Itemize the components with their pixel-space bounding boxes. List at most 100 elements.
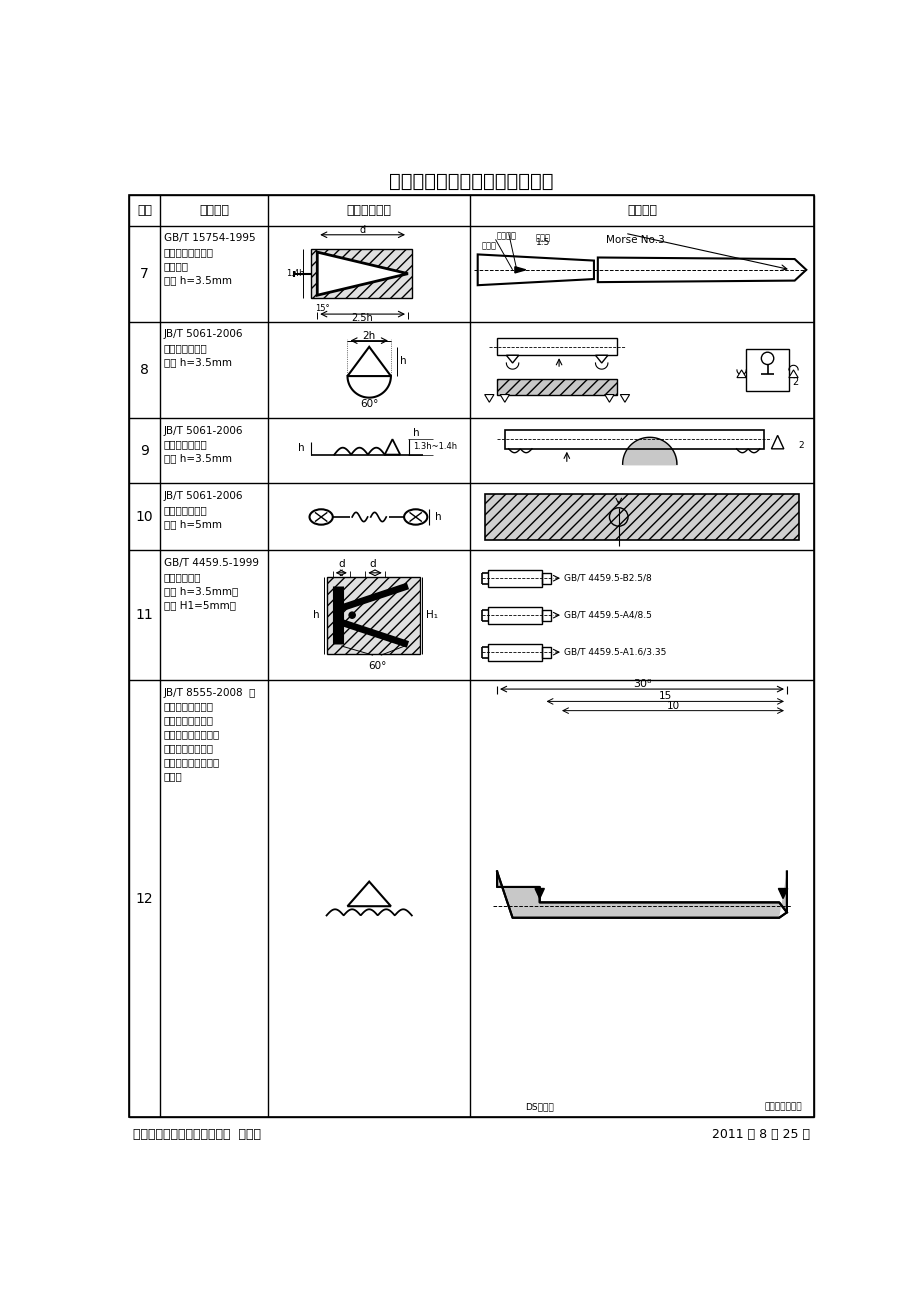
Text: DS测量点: DS测量点	[525, 1101, 553, 1111]
Text: 7: 7	[140, 267, 149, 281]
Polygon shape	[384, 439, 400, 454]
Text: 符号。可随图形进行: 符号。可随图形进行	[164, 756, 220, 767]
Text: 辅助支撑符号。: 辅助支撑符号。	[164, 505, 208, 516]
Text: 法。粗糙度符号的三: 法。粗糙度符号的三	[164, 729, 220, 740]
Text: 高度 h=5mm: 高度 h=5mm	[164, 519, 221, 529]
Text: 高度 h=3.5mm；: 高度 h=3.5mm；	[164, 586, 238, 596]
Bar	[487, 607, 541, 624]
Text: GB/T 4459.5-1999: GB/T 4459.5-1999	[164, 559, 258, 568]
Text: 定位支撑符号。: 定位支撑符号。	[164, 344, 208, 353]
Text: 件图样上的表示方: 件图样上的表示方	[164, 715, 213, 725]
Circle shape	[348, 612, 355, 618]
Text: 应用示例: 应用示例	[627, 203, 656, 216]
Text: h: h	[298, 444, 304, 453]
Text: h: h	[435, 512, 441, 522]
Text: 9: 9	[140, 444, 149, 458]
Text: JB/T 5061-2006: JB/T 5061-2006	[164, 329, 243, 340]
Text: 1:5: 1:5	[535, 238, 550, 247]
Text: JB/T 8555-2008  热: JB/T 8555-2008 热	[164, 687, 255, 698]
Text: 2: 2	[792, 378, 798, 387]
Text: GB/T 4459.5-B2.5/8: GB/T 4459.5-B2.5/8	[564, 574, 652, 583]
Text: 辅助支撑符号。: 辅助支撑符号。	[164, 440, 208, 449]
Text: GB/T 4459.5-A1.6/3.35: GB/T 4459.5-A1.6/3.35	[564, 647, 666, 656]
Text: 锥度符号或莫氏锥: 锥度符号或莫氏锥	[164, 247, 213, 256]
Text: 细引线: 细引线	[481, 241, 496, 250]
Polygon shape	[484, 395, 494, 402]
Text: 60°: 60°	[359, 398, 378, 409]
Bar	[505, 430, 763, 449]
Text: h: h	[413, 427, 420, 437]
Text: 度注法。: 度注法。	[164, 260, 188, 271]
Text: 表面硬度测量点: 表面硬度测量点	[764, 1101, 801, 1111]
Text: 1.3h~1.4h: 1.3h~1.4h	[413, 443, 457, 452]
Text: 角形部分为测量点: 角形部分为测量点	[164, 743, 213, 753]
Bar	[496, 379, 617, 395]
Bar	[541, 609, 550, 621]
Text: 10: 10	[135, 510, 153, 523]
Bar	[326, 577, 419, 654]
Text: 1.4h: 1.4h	[286, 270, 304, 279]
Text: 10: 10	[665, 700, 679, 711]
Bar	[541, 573, 550, 583]
Bar	[487, 643, 541, 660]
Text: h: h	[312, 611, 320, 620]
Ellipse shape	[403, 509, 426, 525]
Polygon shape	[619, 395, 629, 402]
Text: Morse No.3: Morse No.3	[605, 234, 664, 245]
Text: 高度 h=3.5mm: 高度 h=3.5mm	[164, 453, 232, 464]
Polygon shape	[505, 355, 518, 363]
Bar	[496, 339, 617, 355]
Polygon shape	[788, 370, 798, 378]
Text: 15: 15	[658, 691, 671, 702]
Text: 11: 11	[135, 608, 153, 622]
Text: 基准线: 基准线	[535, 233, 550, 242]
Bar	[311, 249, 412, 298]
Text: 2011 年 8 月 25 日: 2011 年 8 月 25 日	[711, 1128, 810, 1141]
Polygon shape	[771, 435, 783, 449]
Text: 12: 12	[135, 892, 153, 905]
Bar	[745, 349, 788, 391]
Text: 60°: 60°	[368, 661, 386, 672]
Text: 符号名称: 符号名称	[199, 203, 229, 216]
Text: JB/T 5061-2006: JB/T 5061-2006	[164, 426, 243, 436]
Polygon shape	[347, 346, 391, 376]
Text: d: d	[359, 225, 365, 236]
Polygon shape	[347, 881, 391, 906]
Text: 高度 H1=5mm。: 高度 H1=5mm。	[164, 600, 235, 609]
Text: 15°: 15°	[314, 305, 329, 314]
Text: 机械制图尺寸标注常用标准符号: 机械制图尺寸标注常用标准符号	[389, 172, 553, 191]
Text: 2: 2	[797, 441, 803, 450]
Text: GB/T 4459.5-A4/8.5: GB/T 4459.5-A4/8.5	[564, 611, 652, 620]
Text: 高度 h=3.5mm: 高度 h=3.5mm	[164, 275, 232, 285]
Text: GB/T 15754-1995: GB/T 15754-1995	[164, 233, 255, 243]
Bar	[541, 647, 550, 658]
Text: 汇编人：质管办标准化管理员  郑家贵: 汇编人：质管办标准化管理员 郑家贵	[132, 1128, 261, 1141]
Text: 中心孔符号。: 中心孔符号。	[164, 572, 201, 582]
Polygon shape	[515, 267, 525, 273]
Text: d: d	[338, 559, 345, 569]
Polygon shape	[535, 888, 544, 898]
Text: 2h: 2h	[362, 331, 376, 341]
Bar	[487, 570, 541, 587]
Bar	[485, 493, 798, 540]
Text: 序号: 序号	[137, 203, 152, 216]
Text: H₁: H₁	[425, 611, 437, 620]
Polygon shape	[500, 395, 509, 402]
Text: JB/T 5061-2006: JB/T 5061-2006	[164, 491, 243, 501]
Text: h: h	[400, 357, 406, 366]
Polygon shape	[595, 355, 607, 363]
Ellipse shape	[309, 509, 333, 525]
Text: 30⁸: 30⁸	[632, 680, 651, 689]
Text: d: d	[369, 559, 376, 569]
Text: 8: 8	[140, 363, 149, 376]
Text: 缩放。: 缩放。	[164, 771, 182, 781]
Text: 符号绘制标准: 符号绘制标准	[346, 203, 391, 216]
Polygon shape	[496, 871, 786, 918]
Text: 2.5h: 2.5h	[351, 312, 373, 323]
Text: 高度 h=3.5mm: 高度 h=3.5mm	[164, 357, 232, 367]
Polygon shape	[777, 888, 787, 898]
Polygon shape	[736, 370, 745, 378]
Polygon shape	[604, 395, 614, 402]
Text: 锥形符号: 锥形符号	[496, 232, 516, 241]
Polygon shape	[317, 253, 407, 296]
